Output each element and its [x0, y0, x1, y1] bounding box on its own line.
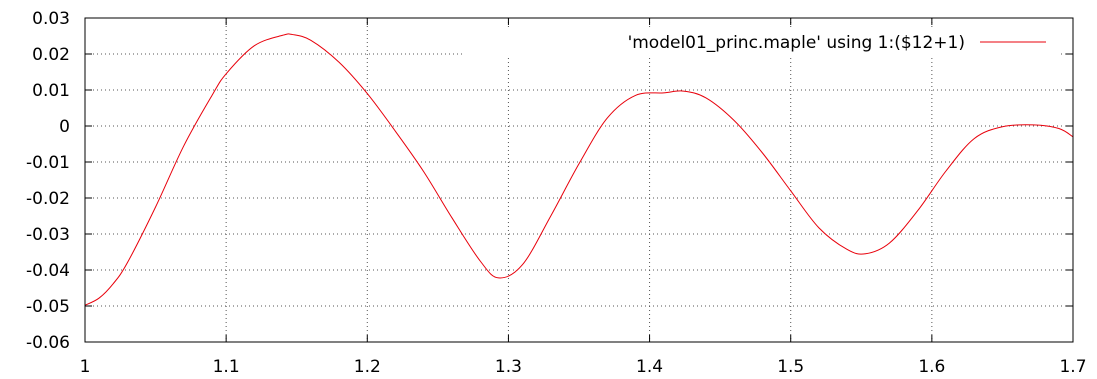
legend: 'model01_princ.maple' using 1:($12+1) [465, 28, 1060, 56]
series-line [84, 33, 1074, 306]
x-tick-label: 1.3 [495, 357, 522, 377]
plot-area-border [84, 17, 1074, 343]
y-tick-label: -0.03 [26, 225, 70, 245]
x-tick-label: 1 [80, 357, 91, 377]
legend-label: 'model01_princ.maple' using 1:($12+1) [628, 33, 965, 53]
tick-labels: 1 1.1 1.2 1.3 1.4 1.5 1.6 1.7 0.03 0.02 0.01 0 -0.01… [26, 9, 1087, 377]
x-tick-label: 1.7 [1059, 357, 1086, 377]
legend-background [465, 28, 1060, 56]
y-tick-label: -0.06 [26, 333, 70, 353]
y-tick-label: 0.01 [32, 81, 70, 101]
series-layer [84, 33, 1074, 306]
y-tick-label: 0 [59, 117, 70, 137]
y-tick-label: 0.03 [32, 9, 70, 29]
y-tick-label: -0.05 [26, 297, 70, 317]
x-tick-label: 1.1 [213, 357, 240, 377]
y-tick-label: 0.02 [32, 45, 70, 65]
y-tick-label: -0.04 [26, 261, 70, 281]
x-tick-label: 1.2 [354, 357, 381, 377]
x-tick-label: 1.6 [918, 357, 945, 377]
x-tick-label: 1.5 [777, 357, 804, 377]
grid-lines [85, 18, 1073, 342]
x-tick-label: 1.4 [636, 357, 663, 377]
y-tick-label: -0.02 [26, 189, 70, 209]
axis-ticks [84, 17, 1074, 343]
y-tick-label: -0.01 [26, 153, 70, 173]
